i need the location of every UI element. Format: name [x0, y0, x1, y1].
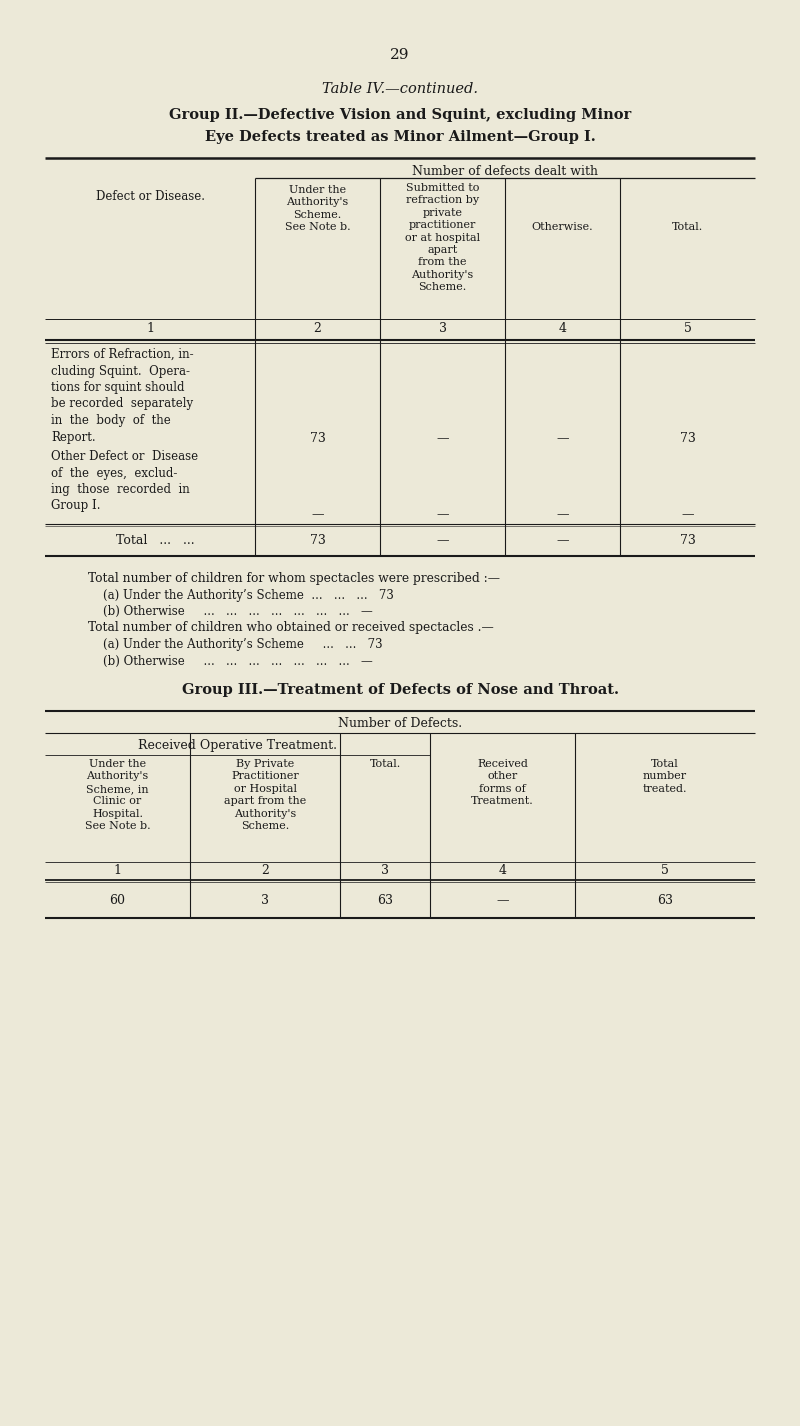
- Text: Received
other
forms of
Treatment.: Received other forms of Treatment.: [471, 759, 534, 806]
- Text: Table IV.—continued.: Table IV.—continued.: [322, 83, 478, 96]
- Text: 1: 1: [114, 864, 122, 877]
- Text: 73: 73: [679, 533, 695, 548]
- Text: Other Defect or  Disease
of  the  eyes,  exclud-
ing  those  recorded  in
Group : Other Defect or Disease of the eyes, exc…: [51, 451, 198, 512]
- Text: 5: 5: [661, 864, 669, 877]
- Text: 63: 63: [657, 894, 673, 907]
- Text: Total.: Total.: [370, 759, 401, 769]
- Text: —: —: [436, 533, 449, 548]
- Text: Under the
Authority's
Scheme.
See Note b.: Under the Authority's Scheme. See Note b…: [285, 185, 350, 232]
- Text: 73: 73: [310, 432, 326, 445]
- Text: 2: 2: [314, 322, 322, 335]
- Text: Under the
Authority's
Scheme, in
Clinic or
Hospital.
See Note b.: Under the Authority's Scheme, in Clinic …: [85, 759, 150, 831]
- Text: 3: 3: [381, 864, 389, 877]
- Text: —: —: [556, 533, 569, 548]
- Text: 2: 2: [261, 864, 269, 877]
- Text: (b) Otherwise     ...   ...   ...   ...   ...   ...   ...   —: (b) Otherwise ... ... ... ... ... ... ..…: [88, 655, 373, 667]
- Text: Received Operative Treatment.: Received Operative Treatment.: [138, 739, 337, 752]
- Text: 4: 4: [498, 864, 506, 877]
- Text: Submitted to
refraction by
private
practitioner
or at hospital
apart
from the
Au: Submitted to refraction by private pract…: [405, 183, 480, 292]
- Text: Otherwise.: Otherwise.: [532, 222, 594, 232]
- Text: —: —: [682, 508, 694, 520]
- Text: (b) Otherwise     ...   ...   ...   ...   ...   ...   ...   —: (b) Otherwise ... ... ... ... ... ... ..…: [88, 605, 373, 617]
- Text: Errors of Refraction, in-
cluding Squint.  Opera-
tions for squint should
be rec: Errors of Refraction, in- cluding Squint…: [51, 348, 194, 443]
- Text: 73: 73: [679, 432, 695, 445]
- Text: (a) Under the Authority’s Scheme  ...   ...   ...   73: (a) Under the Authority’s Scheme ... ...…: [88, 589, 394, 602]
- Text: By Private
Practitioner
or Hospital
apart from the
Authority's
Scheme.: By Private Practitioner or Hospital apar…: [224, 759, 306, 831]
- Text: 1: 1: [146, 322, 154, 335]
- Text: —: —: [556, 508, 569, 520]
- Text: Total
number
treated.: Total number treated.: [642, 759, 687, 794]
- Text: 29: 29: [390, 48, 410, 61]
- Text: Group II.—Defective Vision and Squint, excluding Minor: Group II.—Defective Vision and Squint, e…: [169, 108, 631, 123]
- Text: 5: 5: [683, 322, 691, 335]
- Text: —: —: [436, 432, 449, 445]
- Text: 3: 3: [438, 322, 446, 335]
- Text: Total   ...   ...: Total ... ...: [116, 533, 194, 548]
- Text: —: —: [556, 432, 569, 445]
- Text: —: —: [436, 508, 449, 520]
- Text: Number of defects dealt with: Number of defects dealt with: [412, 165, 598, 178]
- Text: (a) Under the Authority’s Scheme     ...   ...   73: (a) Under the Authority’s Scheme ... ...…: [88, 637, 382, 652]
- Text: —: —: [496, 894, 509, 907]
- Text: Total number of children who obtained or received spectacles .—: Total number of children who obtained or…: [88, 622, 494, 635]
- Text: 3: 3: [261, 894, 269, 907]
- Text: Eye Defects treated as Minor Ailment—Group I.: Eye Defects treated as Minor Ailment—Gro…: [205, 130, 595, 144]
- Text: Total number of children for whom spectacles were prescribed :—: Total number of children for whom specta…: [88, 572, 500, 585]
- Text: —: —: [311, 508, 324, 520]
- Text: Defect or Disease.: Defect or Disease.: [95, 190, 205, 202]
- Text: Group III.—Treatment of Defects of Nose and Throat.: Group III.—Treatment of Defects of Nose …: [182, 683, 618, 697]
- Text: 63: 63: [377, 894, 393, 907]
- Text: 73: 73: [310, 533, 326, 548]
- Text: Total.: Total.: [672, 222, 703, 232]
- Text: 60: 60: [110, 894, 126, 907]
- Text: 4: 4: [558, 322, 566, 335]
- Text: Number of Defects.: Number of Defects.: [338, 717, 462, 730]
